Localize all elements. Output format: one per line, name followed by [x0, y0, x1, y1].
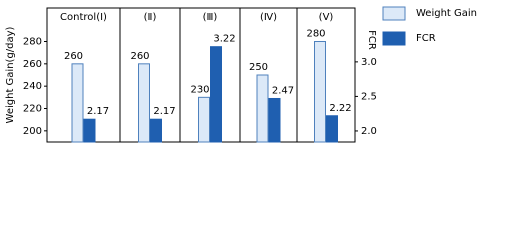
legend-swatch [382, 6, 406, 21]
bar [150, 118, 162, 143]
data-label: 230 [190, 84, 209, 95]
y2-tick-label: 3.0 [361, 57, 377, 68]
x-tick-label: (Ⅴ) [319, 12, 334, 23]
bar [326, 115, 338, 143]
legend-label: FCR [416, 33, 436, 44]
data-label: 280 [306, 29, 325, 40]
x-tick-label: (Ⅲ) [203, 12, 218, 23]
data-label: 3.22 [213, 34, 235, 45]
bar [138, 63, 150, 143]
legend-label: Weight Gain [416, 8, 477, 19]
x-tick-label: (Ⅱ) [144, 12, 157, 23]
data-label: 2.22 [329, 103, 351, 114]
y-axis-label: Weight Gain(g/day) [5, 26, 16, 123]
y-tick-label: 240 [23, 81, 42, 92]
x-tick-label: Control(Ⅰ) [60, 12, 107, 23]
y-tick-label: 280 [23, 37, 42, 48]
legend-swatch [382, 31, 406, 46]
x-tick-label: (Ⅳ) [260, 12, 277, 23]
data-label: 260 [64, 51, 83, 62]
bar [210, 46, 222, 143]
data-label: 260 [130, 51, 149, 62]
bar [83, 118, 96, 143]
page: {"chart_data": {"type": "bar", "categori… [5, 6, 478, 143]
y-tick-label: 260 [23, 59, 42, 70]
bar [198, 96, 210, 143]
y2-tick-label: 2.0 [361, 126, 377, 137]
bar [314, 41, 326, 143]
y-tick-label: 200 [23, 126, 42, 137]
data-label: 250 [249, 62, 268, 73]
bar [256, 74, 269, 143]
y-tick-label: 220 [23, 104, 42, 115]
data-label: 2.47 [272, 85, 294, 96]
chart: Weight Gain(g/day) FCR 200 220 240 260 280 2.… [5, 6, 477, 143]
data-label: 2.17 [87, 106, 109, 117]
bar [268, 97, 281, 143]
y2-tick-label: 2.5 [361, 91, 377, 102]
y2-axis-label: FCR [366, 30, 377, 50]
bar [71, 63, 84, 143]
data-label: 2.17 [153, 106, 175, 117]
